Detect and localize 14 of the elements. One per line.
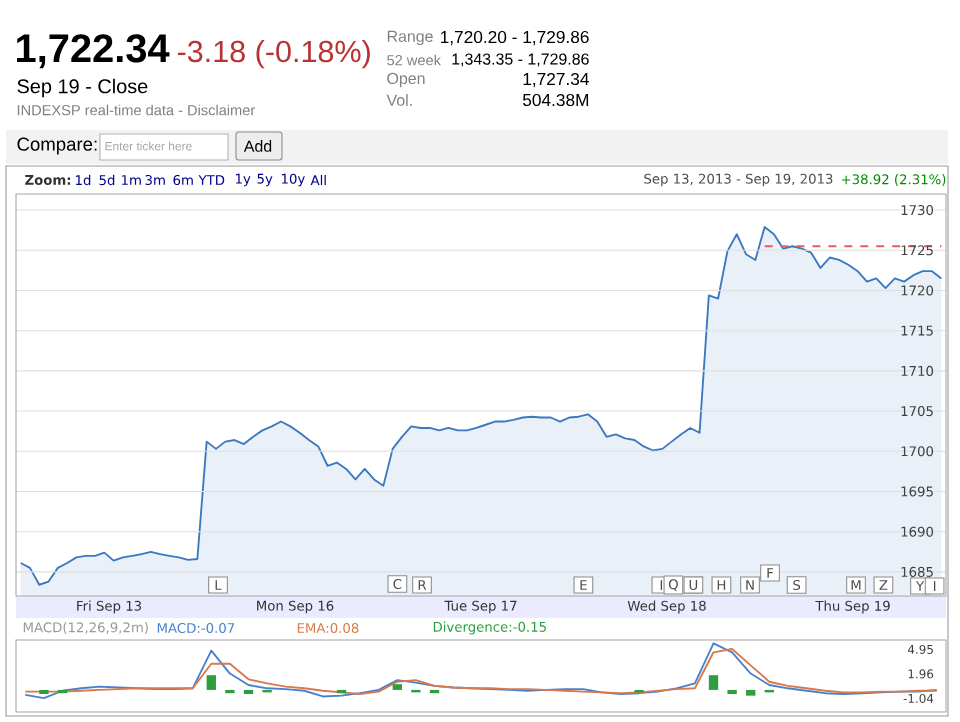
text: 504.38M [522, 93, 589, 107]
bar [206, 675, 216, 690]
bar [708, 675, 719, 690]
bar [746, 689, 756, 696]
bar [243, 689, 254, 695]
chart-title: 1,722.34 [17, 34, 170, 69]
bar [727, 689, 737, 695]
text: 1,727.34 [523, 72, 589, 88]
text: 1,720.20 - 1,729.86 [441, 30, 589, 46]
chart-subtitle: -3.18 (-0.18%) [177, 39, 370, 69]
text: Compare: [17, 137, 97, 155]
bar [392, 684, 402, 690]
text: Sep 19 - Close [17, 78, 148, 98]
bar [39, 689, 49, 695]
